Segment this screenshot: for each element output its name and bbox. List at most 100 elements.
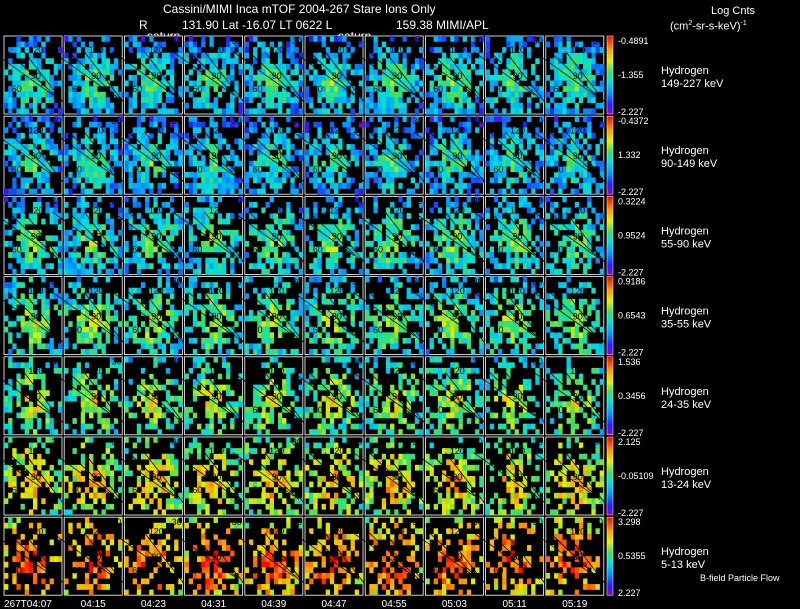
- heatmap-cell: [313, 293, 318, 300]
- pitch-angle-label: 90: [452, 231, 462, 241]
- heatmap-cell: [498, 91, 503, 98]
- heatmap-cell: [338, 276, 343, 283]
- heatmap-cell: [178, 412, 183, 419]
- pitch-angle-label: 60: [72, 245, 82, 255]
- heatmap-cell: [265, 229, 270, 236]
- heatmap-cell: [558, 75, 563, 81]
- heatmap-cell: [350, 144, 355, 150]
- heatmap-cell: [358, 97, 364, 104]
- heatmap-cell: [498, 171, 503, 178]
- heatmap-cell: [157, 268, 162, 275]
- heatmap-cell: [570, 332, 575, 339]
- heatmap-cell: [317, 268, 322, 275]
- heatmap-cell: [93, 287, 98, 294]
- heatmap-cell: [334, 257, 339, 264]
- heatmap-cell: [8, 97, 13, 104]
- heatmap-cell: [338, 102, 343, 109]
- heatmap-cell: [558, 183, 563, 189]
- heatmap-cell: [329, 144, 335, 150]
- heatmap-cell: [394, 97, 399, 104]
- heatmap-cell: [402, 116, 407, 122]
- heatmap-cell: [454, 138, 459, 145]
- heatmap-cell: [269, 69, 274, 76]
- heatmap-cell: [502, 108, 507, 115]
- heatmap-cell: [16, 86, 21, 92]
- pitch-contour-line: [473, 211, 536, 256]
- heatmap-cell: [402, 166, 407, 173]
- pitch-contour-line: [248, 131, 300, 179]
- heatmap-cell: [305, 138, 310, 145]
- heatmap-cell: [462, 80, 468, 87]
- heatmap-cell: [458, 282, 463, 288]
- heatmap-cell: [539, 196, 544, 203]
- pitch-angle-label: 60: [493, 325, 503, 335]
- heatmap-cell: [437, 207, 443, 214]
- heatmap-cell: [53, 63, 59, 70]
- heatmap-cell: [365, 229, 370, 236]
- heatmap-cell: [475, 116, 480, 122]
- heatmap-cell: [587, 240, 592, 247]
- heatmap-cell: [76, 362, 81, 369]
- heatmap-cell: [238, 188, 243, 195]
- heatmap-cell: [201, 343, 206, 350]
- heatmap-cell: [385, 218, 391, 225]
- heatmap-cell: [16, 75, 21, 81]
- heatmap-cell: [124, 155, 129, 161]
- heatmap-cell: [53, 293, 59, 300]
- heatmap-cell: [97, 224, 102, 231]
- heatmap-cell: [282, 166, 287, 173]
- heatmap-cell: [514, 293, 519, 300]
- heatmap-cell: [234, 121, 239, 128]
- heatmap-cell: [41, 116, 46, 122]
- heatmap-cell: [118, 213, 123, 219]
- heatmap-cell: [574, 235, 580, 242]
- heatmap-cell: [248, 412, 254, 419]
- heatmap-cell: [188, 293, 194, 300]
- heatmap-cell: [253, 263, 258, 270]
- heatmap-cell: [527, 298, 532, 305]
- heatmap-cell: [113, 418, 119, 424]
- heatmap-cell: [124, 257, 129, 264]
- heatmap-cell: [346, 218, 351, 225]
- heatmap-cell: [493, 52, 499, 59]
- heatmap-cell: [33, 188, 38, 195]
- heatmap-cell: [244, 41, 250, 48]
- heatmap-cell: [24, 235, 30, 242]
- heatmap-cell: [410, 63, 416, 70]
- heatmap-cell: [317, 149, 322, 156]
- heatmap-cell: [113, 127, 119, 134]
- heatmap-cell: [373, 246, 378, 253]
- heatmap-cell: [450, 315, 455, 322]
- heatmap-cell: [174, 218, 179, 225]
- heatmap-cell: [213, 58, 218, 65]
- heatmap-cell: [535, 343, 540, 350]
- heatmap-cell: [398, 282, 403, 288]
- heatmap-cell: [595, 86, 600, 92]
- heatmap-cell: [558, 315, 563, 322]
- heatmap-cell: [33, 246, 38, 253]
- pitch-contour-line: [549, 131, 601, 179]
- heatmap-cell: [49, 235, 54, 242]
- heatmap-cell: [441, 315, 447, 322]
- heatmap-cell: [329, 132, 335, 139]
- heatmap-cell: [522, 337, 528, 344]
- heatmap-cell: [145, 384, 150, 391]
- heatmap-cell: [269, 144, 274, 150]
- heatmap-cell: [433, 218, 439, 225]
- heatmap-cell: [53, 362, 59, 369]
- heatmap-cell: [433, 116, 439, 122]
- heatmap-cell: [402, 315, 407, 322]
- heatmap-cell: [425, 91, 430, 98]
- heatmap-cell: [273, 69, 279, 76]
- heatmap-cell: [24, 160, 30, 167]
- heatmap-cell: [446, 75, 451, 81]
- heatmap-cell: [174, 229, 179, 236]
- heatmap-cell: [28, 116, 34, 122]
- heatmap-cell: [437, 47, 443, 53]
- heatmap-cell: [174, 276, 179, 283]
- heatmap-cell: [562, 196, 567, 203]
- heatmap-cell: [226, 362, 231, 369]
- heatmap-cell: [33, 257, 38, 264]
- heatmap-cell: [479, 246, 484, 253]
- heatmap-cell: [49, 188, 54, 195]
